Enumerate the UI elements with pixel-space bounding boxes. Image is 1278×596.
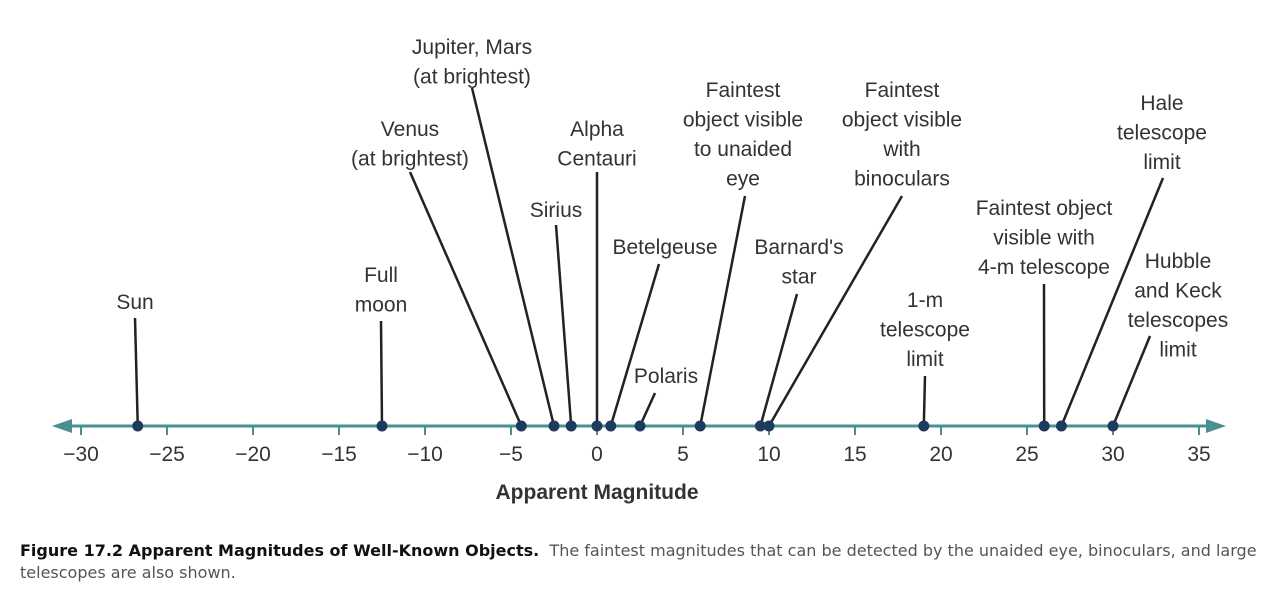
point-label: Barnard's star xyxy=(754,236,843,289)
point-label: Betelgeuse xyxy=(612,236,717,259)
leader-line xyxy=(922,375,927,427)
data-point xyxy=(763,420,775,432)
tick-label: 15 xyxy=(843,443,866,466)
caption-text: The faintest magnitudes that can be dete… xyxy=(20,541,1257,582)
tick-label: 10 xyxy=(757,443,780,466)
tick-label: 25 xyxy=(1015,443,1038,466)
point-label: Sirius xyxy=(530,199,583,222)
caption-title: Figure 17.2 Apparent Magnitudes of Well-… xyxy=(20,541,540,560)
leader-line xyxy=(133,317,140,427)
data-point xyxy=(694,420,706,432)
tick-label: 5 xyxy=(677,443,689,466)
tick-label: −15 xyxy=(321,443,357,466)
tick-label: 20 xyxy=(929,443,952,466)
point-label: Polaris xyxy=(634,365,698,388)
data-point xyxy=(132,420,144,432)
point-label: Alpha Centauri xyxy=(557,118,636,171)
tick-label: 30 xyxy=(1101,443,1124,466)
data-point xyxy=(376,420,388,432)
data-point xyxy=(605,420,617,432)
point-label: Full moon xyxy=(355,264,408,317)
point-label: Hubble and Keck telescopes limit xyxy=(1128,250,1228,362)
tick-label: −10 xyxy=(407,443,443,466)
tick-label: −5 xyxy=(499,443,523,466)
data-point xyxy=(634,420,646,432)
data-points xyxy=(132,420,1119,432)
leader-line xyxy=(554,224,573,427)
tick-label: −30 xyxy=(63,443,99,466)
leader-line xyxy=(379,320,384,427)
leader-line xyxy=(470,87,556,427)
leader-line xyxy=(609,263,661,427)
data-point xyxy=(1038,420,1050,432)
leader-line xyxy=(638,392,657,427)
leader-line xyxy=(1060,177,1165,427)
data-point xyxy=(918,420,930,432)
data-point xyxy=(515,420,527,432)
leader-lines xyxy=(133,87,1165,427)
tick-label: 0 xyxy=(591,443,603,466)
leader-line xyxy=(698,195,747,427)
data-point xyxy=(1107,420,1119,432)
tick-label: −20 xyxy=(235,443,271,466)
figure-caption: Figure 17.2 Apparent Magnitudes of Well-… xyxy=(20,540,1265,584)
data-point xyxy=(565,420,577,432)
tick-label: −25 xyxy=(149,443,185,466)
point-label: 1-m telescope limit xyxy=(880,289,970,371)
leader-line xyxy=(759,293,799,427)
axis-arrow-left xyxy=(52,419,72,433)
x-axis-label: Apparent Magnitude xyxy=(496,481,699,504)
point-label: Sun xyxy=(116,291,153,314)
axis-arrow-right xyxy=(1206,419,1226,433)
leader-line xyxy=(1111,335,1152,427)
point-label: Faintest object visible with 4-m telescope xyxy=(976,197,1113,279)
point-label: Jupiter, Mars (at brightest) xyxy=(412,36,532,89)
data-point xyxy=(754,420,766,432)
point-label: Faintest object visible to unaided eye xyxy=(683,79,803,191)
point-label: Hale telescope limit xyxy=(1117,92,1207,174)
tick-labels: −30 −25 −20 −15 −10 −5 0 5 10 15 20 25 30 35 xyxy=(63,443,1210,466)
point-label: Faintest object visible with binoculars xyxy=(842,79,962,191)
magnitude-number-line: Sun Full moon Venus (at brightest) Jupiter, M… xyxy=(52,36,1228,504)
point-label: Venus (at brightest) xyxy=(351,118,469,171)
data-point xyxy=(548,420,560,432)
tick-label: 35 xyxy=(1187,443,1210,466)
data-point xyxy=(591,420,603,432)
leader-line xyxy=(408,171,523,427)
data-point xyxy=(1055,420,1067,432)
object-labels: Sun Full moon Venus (at brightest) Jupiter, M… xyxy=(116,36,1228,388)
leader-line xyxy=(767,195,904,427)
